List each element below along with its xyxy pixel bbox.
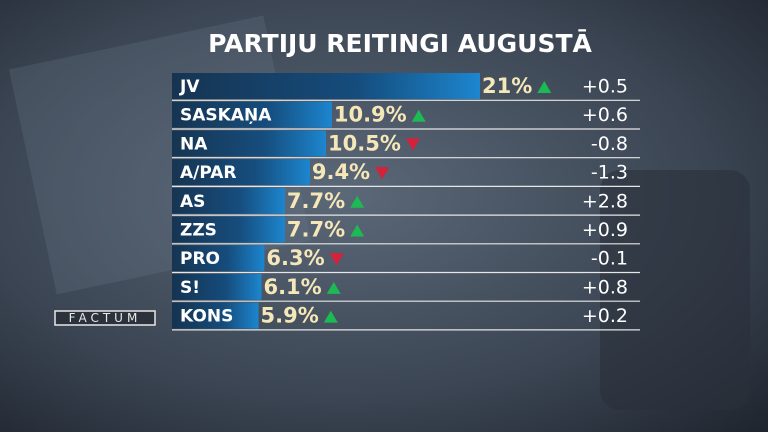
value-label: 5.9% — [261, 304, 319, 328]
category-label: NA — [180, 134, 208, 154]
value-label: 9.4% — [312, 160, 370, 184]
change-label: -0.1 — [591, 248, 628, 270]
arrow-up — [350, 195, 365, 208]
arrow-up — [350, 224, 365, 237]
bar — [172, 101, 332, 128]
bar — [172, 159, 310, 186]
value-label: 7.7% — [287, 189, 345, 213]
arrow-up — [411, 109, 426, 122]
change-label: +2.8 — [582, 190, 628, 212]
change-label: +0.9 — [582, 219, 628, 241]
category-label: A/PAR — [180, 163, 237, 183]
bar — [172, 130, 326, 157]
bar — [172, 73, 480, 99]
category-label: PRO — [180, 249, 220, 269]
category-label: SASKAŅA — [180, 106, 272, 126]
change-label: +0.6 — [582, 104, 628, 126]
logo: FACTUM — [54, 310, 156, 326]
logo-box — [54, 310, 156, 326]
change-label: -0.8 — [591, 133, 628, 155]
arrow-down — [375, 167, 390, 180]
value-label: 10.5% — [328, 131, 401, 155]
bar — [172, 245, 265, 272]
arrow-down — [329, 253, 344, 266]
category-label: KONS — [180, 307, 233, 327]
chart-title: PARTIJU REITINGI AUGUSTĀ — [208, 29, 592, 58]
bar — [172, 187, 285, 214]
value-label: 10.9% — [334, 103, 407, 127]
bar — [172, 273, 262, 300]
category-label: S! — [180, 278, 200, 298]
change-label: +0.2 — [582, 305, 628, 327]
change-label: -1.3 — [591, 162, 628, 184]
arrow-up — [323, 310, 338, 323]
arrow-up — [326, 281, 341, 294]
backdrop-phone — [600, 170, 750, 410]
value-label: 7.7% — [287, 218, 345, 242]
category-label: ZZS — [180, 221, 217, 241]
change-label: +0.8 — [582, 276, 628, 298]
logo-text: FACTUM — [69, 311, 142, 325]
change-label: +0.5 — [582, 76, 628, 98]
value-label: 6.3% — [266, 246, 324, 270]
bar — [172, 216, 285, 243]
arrow-down — [405, 138, 420, 151]
value-label: 21% — [482, 74, 532, 98]
bar — [172, 302, 259, 329]
arrow-up — [537, 81, 552, 93]
category-label: AS — [180, 192, 205, 212]
value-label: 6.1% — [263, 275, 321, 299]
category-label: JV — [179, 77, 200, 97]
